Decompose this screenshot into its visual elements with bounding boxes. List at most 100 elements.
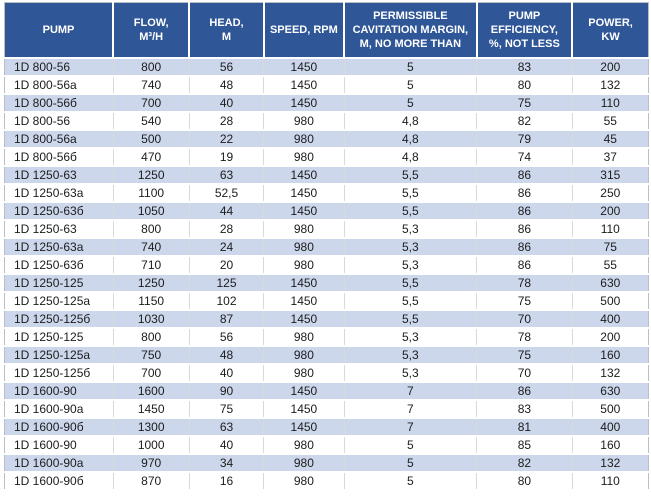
value-cell: 63 [189, 166, 265, 185]
value-cell: 82 [476, 112, 573, 131]
value-cell: 1450 [263, 382, 345, 401]
value-cell: 1250 [113, 166, 190, 185]
pump-name-cell: 1D 1600-90a [4, 400, 114, 419]
pump-name-cell: 1D 800-56a [4, 130, 114, 149]
value-cell: 980 [263, 472, 345, 491]
value-cell: 48 [189, 346, 265, 365]
value-cell: 980 [263, 130, 345, 149]
value-cell: 4,8 [344, 112, 478, 131]
table-row: 1D 1250-125б 1030 87 1450 5,5 70 400 [4, 310, 649, 329]
value-cell: 86 [476, 166, 573, 185]
value-cell: 78 [476, 274, 573, 293]
table-row: 1D 1600-90a 970 34 980 5 82 132 [4, 454, 649, 473]
value-cell: 5,3 [344, 220, 478, 239]
table-body: 1D 800-56 800 56 1450 5 83 200 1D 800-56a 740 48 1… [4, 58, 649, 491]
pump-name-cell: 1D 800-56 [4, 112, 114, 131]
value-cell: 1450 [263, 400, 345, 419]
value-cell: 980 [263, 220, 345, 239]
value-cell: 250 [572, 184, 649, 203]
value-cell: 34 [189, 454, 265, 473]
table-row: 1D 800-56a 740 48 1450 5 80 132 [4, 76, 649, 95]
value-cell: 110 [572, 472, 649, 491]
value-cell: 1000 [113, 436, 190, 455]
value-cell: 102 [189, 292, 265, 311]
column-header-power: POWER, KW [572, 2, 649, 59]
value-cell: 7 [344, 418, 478, 437]
value-cell: 55 [572, 112, 649, 131]
value-cell: 5,3 [344, 256, 478, 275]
pump-name-cell: 1D 1600-90б [4, 418, 114, 437]
value-cell: 70 [476, 364, 573, 383]
value-cell: 970 [113, 454, 190, 473]
value-cell: 40 [189, 94, 265, 113]
table-row: 1D 1250-63a 740 24 980 5,3 86 75 [4, 238, 649, 257]
value-cell: 980 [263, 346, 345, 365]
value-cell: 132 [572, 76, 649, 95]
value-cell: 700 [113, 364, 190, 383]
value-cell: 740 [113, 76, 190, 95]
column-header-pump: PUMP [4, 2, 114, 59]
value-cell: 86 [476, 238, 573, 257]
table-row: 1D 800-56б 700 40 1450 5 75 110 [4, 94, 649, 113]
value-cell: 5 [344, 454, 478, 473]
table-row: 1D 800-56 540 28 980 4,8 82 55 [4, 112, 649, 131]
value-cell: 1030 [113, 310, 190, 329]
value-cell: 86 [476, 220, 573, 239]
value-cell: 52,5 [189, 184, 265, 203]
column-header-efficiency: PUMP EFFICIENCY, %, NOT LESS [476, 2, 574, 59]
value-cell: 700 [113, 94, 190, 113]
value-cell: 83 [476, 400, 573, 419]
pump-name-cell: 1D 800-56б [4, 94, 114, 113]
value-cell: 75 [476, 94, 573, 113]
header-row: PUMP FLOW, M³/H HEAD, M SPEED, RPM PERMISSIB… [4, 2, 649, 59]
value-cell: 500 [572, 292, 649, 311]
pump-name-cell: 1D 1250-63 [4, 166, 114, 185]
pump-name-cell: 1D 800-56б [4, 148, 114, 167]
value-cell: 90 [189, 382, 265, 401]
value-cell: 28 [189, 112, 265, 131]
column-header-flow: FLOW, M³/H [113, 2, 191, 59]
value-cell: 5 [344, 94, 478, 113]
value-cell: 19 [189, 148, 265, 167]
value-cell: 980 [263, 364, 345, 383]
column-header-speed: SPEED, RPM [263, 2, 346, 59]
pump-spec-table: PUMP FLOW, M³/H HEAD, M SPEED, RPM PERMISSIB… [4, 2, 649, 491]
value-cell: 24 [189, 238, 265, 257]
value-cell: 85 [476, 436, 573, 455]
value-cell: 1450 [263, 76, 345, 95]
value-cell: 630 [572, 382, 649, 401]
value-cell: 80 [476, 76, 573, 95]
pump-name-cell: 1D 1600-90 [4, 436, 114, 455]
pump-name-cell: 1D 1600-90б [4, 472, 114, 491]
value-cell: 5,5 [344, 184, 478, 203]
value-cell: 160 [572, 346, 649, 365]
pump-name-cell: 1D 1250-125a [4, 346, 114, 365]
value-cell: 1450 [263, 58, 345, 77]
value-cell: 75 [572, 238, 649, 257]
table-row: 1D 1250-125б 700 40 980 5,3 70 132 [4, 364, 649, 383]
value-cell: 5,5 [344, 292, 478, 311]
value-cell: 1100 [113, 184, 190, 203]
value-cell: 75 [476, 292, 573, 311]
value-cell: 63 [189, 418, 265, 437]
value-cell: 75 [189, 400, 265, 419]
value-cell: 470 [113, 148, 190, 167]
table-row: 1D 1250-63 800 28 980 5,3 86 110 [4, 220, 649, 239]
value-cell: 1250 [113, 274, 190, 293]
value-cell: 870 [113, 472, 190, 491]
pump-name-cell: 1D 1250-125б [4, 310, 114, 329]
value-cell: 750 [113, 346, 190, 365]
value-cell: 200 [572, 202, 649, 221]
table-row: 1D 1600-90 1000 40 980 5 85 160 [4, 436, 649, 455]
value-cell: 86 [476, 256, 573, 275]
value-cell: 1450 [263, 418, 345, 437]
value-cell: 132 [572, 364, 649, 383]
value-cell: 1300 [113, 418, 190, 437]
value-cell: 540 [113, 112, 190, 131]
value-cell: 70 [476, 310, 573, 329]
table-row: 1D 1250-63 1250 63 1450 5,5 86 315 [4, 166, 649, 185]
value-cell: 81 [476, 418, 573, 437]
pump-name-cell: 1D 1250-125б [4, 364, 114, 383]
value-cell: 1150 [113, 292, 190, 311]
value-cell: 37 [572, 148, 649, 167]
